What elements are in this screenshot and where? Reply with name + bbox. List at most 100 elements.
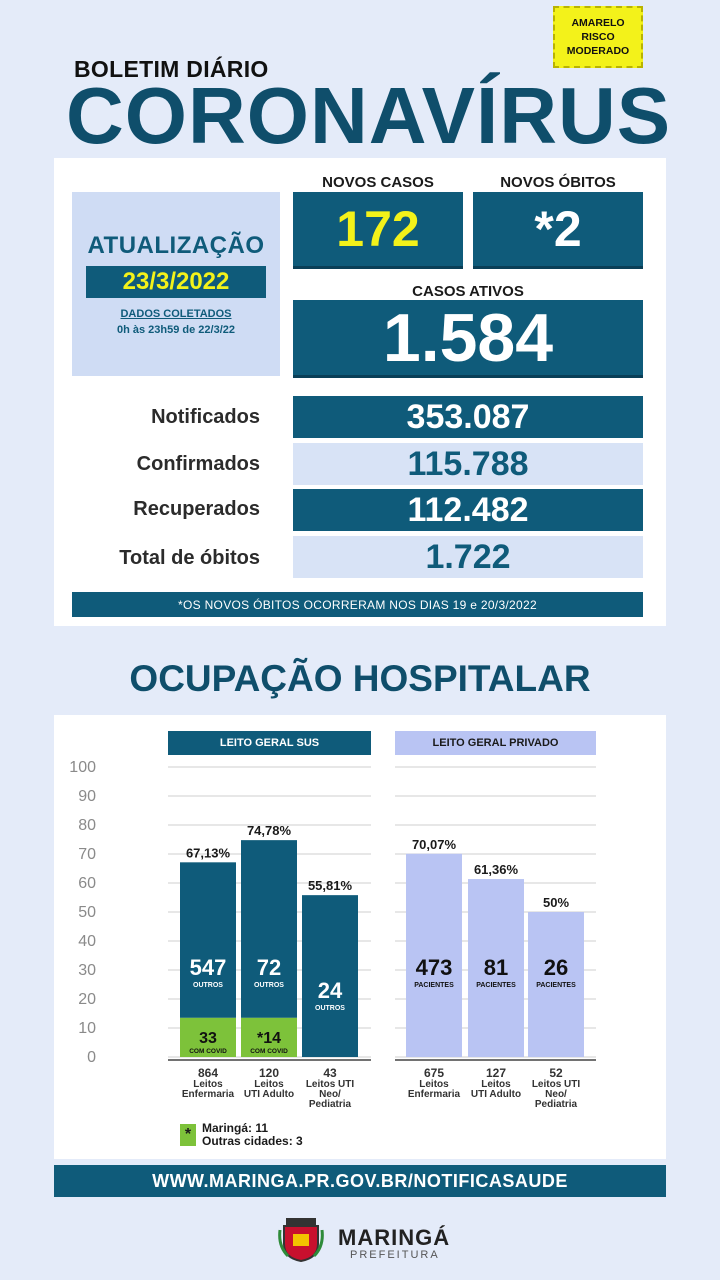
footnote-symbol: * xyxy=(184,1126,192,1143)
category-total: 127 xyxy=(486,1066,506,1080)
bar-private xyxy=(528,912,584,1057)
y-tick-label: 30 xyxy=(78,962,96,979)
bar-covid-value: 33 xyxy=(199,1030,217,1047)
y-tick-label: 0 xyxy=(87,1049,96,1066)
y-tick-label: 100 xyxy=(69,759,96,776)
bar-patients-tag: PACIENTES xyxy=(536,982,576,989)
footnote-symbol-box: * xyxy=(180,1124,196,1146)
bar-others-tag: OUTROS xyxy=(193,982,223,989)
update-date: 23/3/2022 xyxy=(86,266,266,298)
category-label: Leitos UTI xyxy=(306,1079,355,1090)
bar-pct-label: 74,78% xyxy=(247,823,292,838)
stat-value-total-obitos: 1.722 xyxy=(293,536,643,578)
bar-pct-label: 55,81% xyxy=(308,878,353,893)
y-tick-label: 40 xyxy=(78,933,96,950)
bar-patients-value: 473 xyxy=(416,955,453,980)
bar-sus-covid xyxy=(180,1017,236,1057)
bar-patients-value: 26 xyxy=(544,955,568,980)
active-cases-value: 1.584 xyxy=(293,300,643,378)
category-label: Neo/ xyxy=(319,1089,341,1100)
footnote-line-1: Maringá: 11 xyxy=(202,1121,269,1135)
group-header-sus: LEITO GERAL SUS xyxy=(168,731,371,755)
data-collected-label: DADOS COLETADOS xyxy=(120,308,232,320)
bar-patients-value: 81 xyxy=(484,955,508,980)
risk-line-3: MODERADO xyxy=(566,45,630,57)
page-title: CORONAVÍRUS xyxy=(66,71,672,160)
bar-covid-value: *14 xyxy=(257,1030,281,1047)
category-label: Leitos xyxy=(419,1079,449,1090)
active-cases-number: 1.584 xyxy=(382,299,554,376)
new-cases-label: NOVOS CASOS xyxy=(322,174,434,191)
bar-sus-covid xyxy=(241,1017,297,1057)
bar-others-tag: OUTROS xyxy=(315,1005,345,1012)
stat-label-notificados: Notificados xyxy=(151,406,260,428)
category-label: UTI Adulto xyxy=(471,1089,521,1100)
risk-line-2: RISCO xyxy=(581,31,615,43)
footnote-legend: * Maringá: 11 Outras cidades: 3 xyxy=(180,1122,303,1148)
bar-pct-label: 50% xyxy=(543,895,569,910)
logo-subtitle: PREFEITURA xyxy=(350,1249,440,1261)
footnote-line-2: Outras cidades: 3 xyxy=(202,1134,303,1148)
bar-others-tag: OUTROS xyxy=(254,982,284,989)
category-total: 864 xyxy=(198,1066,218,1080)
category-label: Leitos xyxy=(481,1079,511,1090)
stat-label-recuperados: Recuperados xyxy=(133,498,260,520)
category-total: 43 xyxy=(323,1066,337,1080)
stat-label-confirmados: Confirmados xyxy=(136,453,260,475)
bar-others-value: 72 xyxy=(257,955,281,980)
stat-value-confirmados: 115.788 xyxy=(293,443,643,485)
category-label: Pediatria xyxy=(535,1099,578,1110)
y-tick-label: 90 xyxy=(78,788,96,805)
bar-sus-others xyxy=(241,840,297,1018)
category-label: Neo/ xyxy=(545,1089,567,1100)
new-cases-value: 172 xyxy=(293,192,463,269)
stat-value-notificados: 353.087 xyxy=(293,396,643,438)
new-deaths-value: *2 xyxy=(473,192,643,269)
bar-others-value: 547 xyxy=(190,955,227,980)
stat-value-recuperados: 112.482 xyxy=(293,489,643,531)
bar-patients-tag: PACIENTES xyxy=(476,982,516,989)
group-header-private: LEITO GERAL PRIVADO xyxy=(395,731,596,755)
notification-url-link[interactable]: WWW.MARINGA.PR.GOV.BR/NOTIFICASAUDE xyxy=(54,1165,666,1197)
active-cases-label: CASOS ATIVOS xyxy=(412,283,524,300)
bar-others-value: 24 xyxy=(318,978,343,1003)
hospital-occupancy-title: OCUPAÇÃO HOSPITALAR xyxy=(129,658,591,699)
bar-pct-label: 61,36% xyxy=(474,862,519,877)
new-cases-number: 172 xyxy=(336,201,420,257)
category-total: 675 xyxy=(424,1066,444,1080)
data-collected-range: 0h às 23h59 de 22/3/22 xyxy=(116,324,236,336)
risk-line-1: AMARELO xyxy=(571,17,625,29)
stat-label-total-obitos: Total de óbitos xyxy=(119,547,260,569)
maringa-coat-of-arms-icon xyxy=(278,1218,324,1262)
y-tick-label: 80 xyxy=(78,817,96,834)
category-label: Leitos xyxy=(254,1079,284,1090)
new-deaths-label: NOVOS ÓBITOS xyxy=(500,174,616,191)
bar-sus-others xyxy=(180,862,236,1018)
update-box: ATUALIZAÇÃO 23/3/2022 DADOS COLETADOS 0h… xyxy=(72,192,280,376)
bar-pct-label: 70,07% xyxy=(412,837,457,852)
update-title: ATUALIZAÇÃO xyxy=(87,232,265,259)
y-tick-label: 60 xyxy=(78,875,96,892)
new-deaths-number: *2 xyxy=(534,201,582,257)
logo-name: MARINGÁ xyxy=(338,1225,451,1250)
category-label: UTI Adulto xyxy=(244,1089,294,1100)
category-label: Enfermaria xyxy=(182,1089,235,1100)
category-label: Leitos UTI xyxy=(532,1079,581,1090)
bar-private xyxy=(468,879,524,1057)
bar-pct-label: 67,13% xyxy=(186,845,231,860)
risk-level-badge: AMARELO RISCO MODERADO xyxy=(553,6,643,68)
y-tick-label: 70 xyxy=(78,846,96,863)
y-tick-label: 20 xyxy=(78,991,96,1008)
category-total: 120 xyxy=(259,1066,279,1080)
occupancy-chart: 100908070605040302010067,13%547OUTROS33C… xyxy=(69,759,596,1110)
category-total: 52 xyxy=(549,1066,563,1080)
y-tick-label: 50 xyxy=(78,904,96,921)
category-label: Enfermaria xyxy=(408,1089,461,1100)
bulletin-subtitle: BOLETIM DIÁRIO xyxy=(74,56,269,82)
bar-patients-tag: PACIENTES xyxy=(414,982,454,989)
category-label: Leitos xyxy=(193,1079,223,1090)
deaths-note: *OS NOVOS ÓBITOS OCORRERAM NOS DIAS 19 e… xyxy=(72,592,643,617)
bar-covid-tag: COM COVID xyxy=(250,1048,288,1055)
category-label: Pediatria xyxy=(309,1099,352,1110)
y-tick-label: 10 xyxy=(78,1020,96,1037)
